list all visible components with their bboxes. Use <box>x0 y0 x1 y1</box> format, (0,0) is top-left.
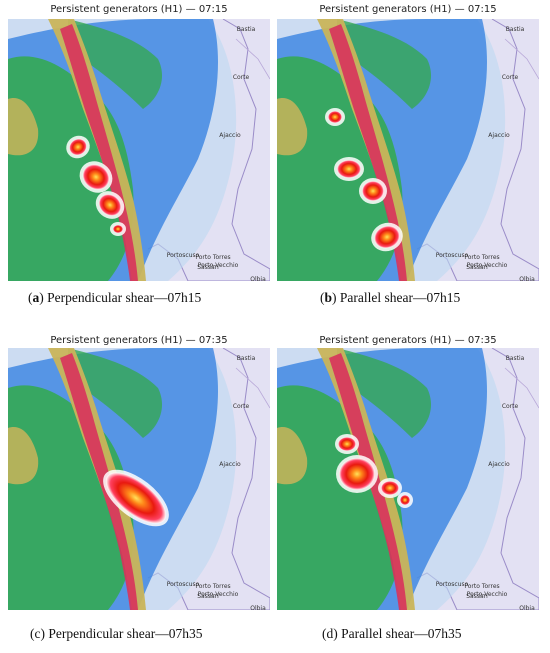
map-place-label: Corte <box>502 74 519 81</box>
caption-letter: c <box>34 626 41 641</box>
storm-core <box>98 194 122 216</box>
strong-echo-band <box>60 353 138 610</box>
caption-letter: d <box>326 626 334 641</box>
map-place-label: Olbia <box>519 276 535 281</box>
moderate-echo-north <box>68 348 163 438</box>
radar-image: Bastia Corte Ajaccio Porto-Vecchio Portoscus… <box>8 348 270 610</box>
panel-caption: (c) Perpendicular shear—07h35 <box>30 626 203 641</box>
radar-image: Bastia Corte Ajaccio Porto-Vecchio Portoscus… <box>277 19 539 281</box>
storm-core <box>381 481 399 495</box>
border-line <box>504 38 539 80</box>
map-place-label: Sassari <box>466 264 488 271</box>
moderate-echo-north <box>337 19 432 109</box>
map-place-label: Sassari <box>197 264 219 271</box>
caption-text: Parallel shear—07h35 <box>337 626 462 641</box>
caption-text: Perpendicular shear—07h15 <box>43 290 202 305</box>
storm-core <box>337 160 361 178</box>
storm-core <box>339 458 375 490</box>
map-place-label: Bastia <box>506 26 525 33</box>
map-place-label: Olbia <box>519 605 535 610</box>
map-place-label: Ajaccio <box>488 461 510 468</box>
map-place-label: Porto Torres <box>195 254 230 261</box>
map-place-label: Ajaccio <box>488 132 510 139</box>
map-place-label: Corte <box>502 403 519 410</box>
map-place-label: Portoscuso <box>436 581 469 588</box>
map-place-label: Bastia <box>237 26 256 33</box>
storm-core <box>113 225 123 233</box>
caption-text: Perpendicular shear—07h35 <box>45 626 203 641</box>
storm-core <box>338 437 356 451</box>
strong-echo-band <box>329 24 407 281</box>
map-place-label: Olbia <box>250 605 266 610</box>
map-place-label: Corte <box>233 403 250 410</box>
panel-c: Persistent generators (H1) — 07:35 Basti… <box>8 330 270 650</box>
panel-caption: (b) Parallel shear—07h15 <box>320 290 461 305</box>
medium-echo-west <box>277 427 308 485</box>
storm-core <box>400 495 410 505</box>
medium-echo-west <box>8 98 39 156</box>
storm-core <box>82 164 110 190</box>
map-place-label: Porto-Vecchio <box>198 591 239 598</box>
map-place-label: Ajaccio <box>219 461 241 468</box>
radar-image: Bastia Corte Ajaccio Porto-Vecchio Portoscus… <box>8 19 270 281</box>
map-place-label: Porto Torres <box>464 254 499 261</box>
map-place-label: Olbia <box>250 276 266 281</box>
moderate-echo-north <box>68 19 163 109</box>
panel-title: Persistent generators (H1) — 07:15 <box>50 4 228 15</box>
radar-map: Bastia Corte Ajaccio Porto-Vecchio Portoscus… <box>8 348 270 610</box>
map-place-label: Bastia <box>506 355 525 362</box>
medium-echo-west <box>8 427 39 485</box>
map-place-label: Porto Torres <box>195 583 230 590</box>
map-place-label: Corte <box>233 74 250 81</box>
border-line <box>235 38 270 80</box>
panel-title: Persistent generators (H1) — 07:15 <box>319 4 497 15</box>
caption-text: Parallel shear—07h15 <box>336 290 461 305</box>
panel-title: Persistent generators (H1) — 07:35 <box>50 335 228 346</box>
radar-image: Bastia Corte Ajaccio Porto-Vecchio Portoscus… <box>277 348 539 610</box>
map-place-label: Portoscuso <box>167 252 200 259</box>
panel-caption: (a) Perpendicular shear—07h15 <box>28 290 202 305</box>
radar-map: Bastia Corte Ajaccio Porto-Vecchio Portoscus… <box>277 19 539 281</box>
map-place-label: Bastia <box>237 355 256 362</box>
medium-echo-west <box>277 98 308 156</box>
storm-core <box>362 181 384 201</box>
map-place-label: Porto-Vecchio <box>198 262 239 269</box>
radar-map: Bastia Corte Ajaccio Porto-Vecchio Portoscus… <box>8 19 270 281</box>
panel-d: Persistent generators (H1) — 07:35 Basti… <box>277 330 539 650</box>
caption-letter: a <box>32 290 40 305</box>
storm-core <box>105 472 167 524</box>
moderate-echo-north <box>337 348 432 438</box>
storm-core <box>69 138 87 156</box>
map-place-label: Portoscuso <box>167 581 200 588</box>
panel-caption: (d) Parallel shear—07h35 <box>322 626 462 641</box>
map-place-label: Ajaccio <box>219 132 241 139</box>
map-place-label: Portoscuso <box>436 252 469 259</box>
storm-core <box>374 225 400 249</box>
radar-map: Bastia Corte Ajaccio Porto-Vecchio Portoscus… <box>277 348 539 610</box>
panel-title: Persistent generators (H1) — 07:35 <box>319 335 497 346</box>
map-place-label: Porto-Vecchio <box>467 262 508 269</box>
panel-a: Persistent generators (H1) — 07:15 Basti… <box>8 2 270 322</box>
map-place-label: Sassari <box>197 593 219 600</box>
map-place-label: Porto Torres <box>464 583 499 590</box>
map-place-label: Porto-Vecchio <box>467 591 508 598</box>
strong-echo-band <box>329 353 407 610</box>
map-place-label: Sassari <box>466 593 488 600</box>
storm-core <box>328 111 342 123</box>
border-line <box>235 367 270 409</box>
caption-letter: b <box>324 290 333 305</box>
panel-b: Persistent generators (H1) — 07:15 Basti… <box>277 2 539 322</box>
border-line <box>504 367 539 409</box>
